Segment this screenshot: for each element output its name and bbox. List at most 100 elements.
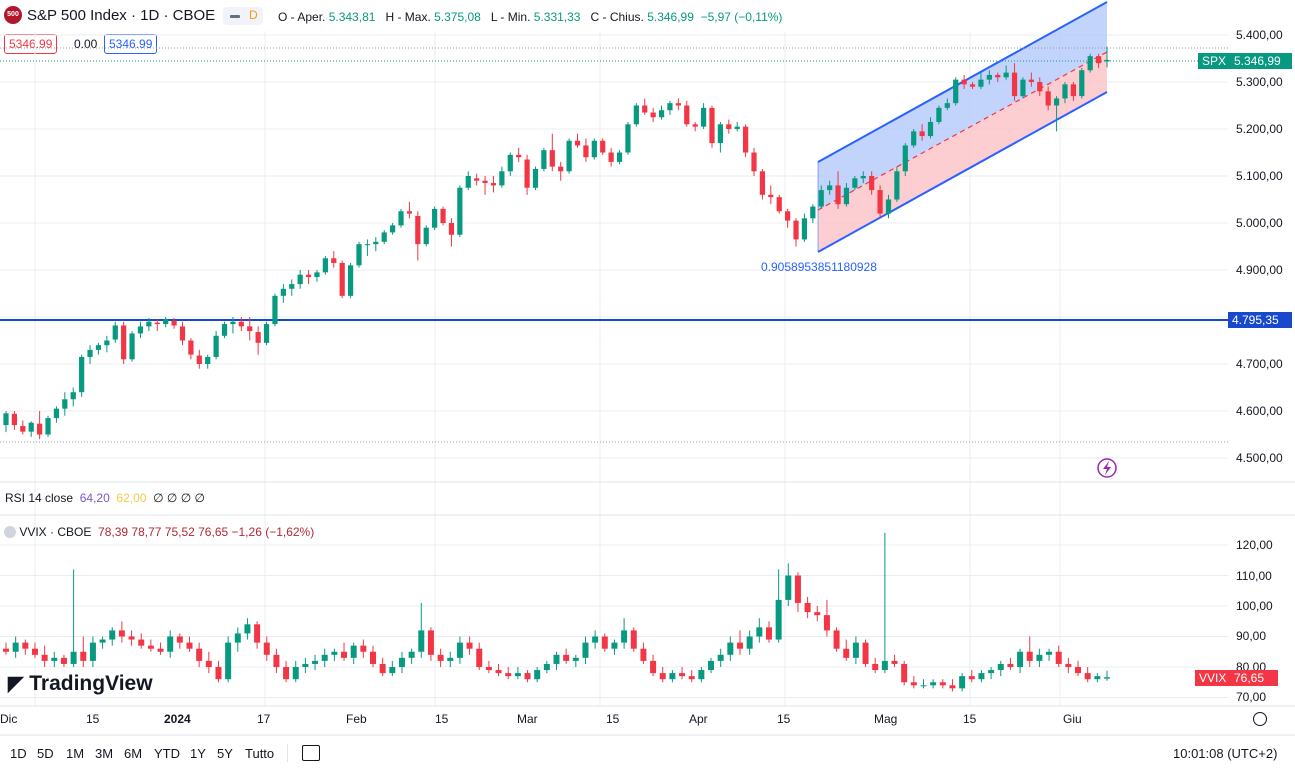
time-label: 17 (257, 712, 271, 726)
vvix-candle (1007, 663, 1014, 667)
high-label: H - Max. (385, 10, 431, 24)
settings-gear-icon[interactable] (1253, 712, 1267, 726)
lightning-icon[interactable] (1097, 458, 1117, 478)
price-axis[interactable]: 5.400,00 5.300,00 5.200,00 5.100,00 5.00… (1232, 0, 1295, 482)
date-range-calendar-icon[interactable] (302, 745, 320, 761)
vvix-candle (621, 630, 628, 643)
price-candle (347, 265, 354, 296)
channel-upper-fill (818, 2, 1107, 210)
vvix-candle (592, 636, 599, 643)
price-candle (146, 321, 152, 327)
vvix-candle (737, 642, 743, 649)
range-1m[interactable]: 1M (66, 746, 85, 761)
vvix-last-tag: 76,65 (1230, 670, 1278, 686)
vvix-candle (118, 630, 125, 637)
vvix-candle (408, 651, 415, 658)
symbol-tag: SPX (1198, 53, 1231, 69)
price-candle (574, 140, 581, 146)
price-candle (314, 272, 320, 278)
price-candle (818, 190, 824, 207)
price-candle (860, 176, 866, 179)
price-candle (684, 105, 690, 125)
symbol-title[interactable]: S&P 500 Index · 1D · CBOE (27, 7, 216, 24)
vvix-candle (331, 651, 338, 655)
price-candle (179, 326, 186, 341)
vvix-candle (1104, 677, 1110, 679)
time-label: 2024 (164, 712, 191, 726)
price-candle (709, 107, 715, 144)
price-candle (37, 423, 43, 435)
price-candle (1037, 82, 1043, 92)
price-candle (95, 345, 102, 350)
price-candle (213, 335, 219, 357)
tradingview-watermark[interactable]: ◤ TradingView (8, 671, 153, 696)
price-candle (835, 185, 841, 205)
time-label: Giu (1063, 712, 1082, 726)
price-candle (272, 295, 278, 325)
time-axis[interactable]: Dic 15 2024 17 Feb 15 Mar 15 Apr 15 Mag … (0, 706, 1295, 734)
price-candle (79, 356, 85, 393)
price-candle (390, 225, 396, 233)
vvix-candle (1055, 651, 1062, 664)
price-candle (406, 211, 413, 214)
vvix-candle (205, 660, 212, 667)
range-5d[interactable]: 5D (37, 746, 54, 761)
vvix-candle (215, 667, 222, 680)
range-1y[interactable]: 1Y (190, 746, 206, 761)
vvix-candle (910, 682, 917, 686)
price-candle (263, 324, 270, 343)
price-candle (1070, 84, 1076, 97)
time-label: 15 (963, 712, 977, 726)
last-price-tag: 5.346,99 (1230, 53, 1292, 69)
eye-icon (230, 15, 240, 18)
vvix-candle (234, 633, 241, 643)
price-candle (810, 206, 816, 219)
channel-lower-line (817, 91, 1108, 253)
price-candle (137, 326, 144, 334)
vvix-candle (283, 667, 290, 680)
toolbar-divider (287, 744, 288, 762)
range-all[interactable]: Tutto (245, 746, 275, 761)
price-tick: 4.900,00 (1236, 263, 1283, 277)
price-candle (541, 150, 547, 169)
vvix-candle (814, 612, 821, 616)
watermark-text: TradingView (29, 672, 153, 695)
range-6m[interactable]: 6M (124, 746, 143, 761)
vvix-tick: 100,00 (1236, 599, 1273, 613)
vvix-candle (176, 636, 183, 643)
range-1d[interactable]: 1D (10, 746, 27, 761)
range-3m[interactable]: 3M (95, 746, 114, 761)
vvix-candle (22, 642, 29, 649)
rsi-legend[interactable]: RSI 14 close 64,20 62,00 ∅ ∅ ∅ ∅ (5, 491, 205, 505)
price-candle (70, 392, 76, 400)
vvix-candle (804, 602, 811, 613)
price-candle (801, 218, 808, 240)
vvix-candle (196, 648, 203, 661)
range-5y[interactable]: 5Y (217, 746, 233, 761)
price-tick: 5.100,00 (1236, 169, 1283, 183)
price-tick: 5.300,00 (1236, 75, 1283, 89)
open-label: O - Aper. (278, 10, 326, 24)
vvix-tick: 110,00 (1236, 569, 1272, 583)
clock-timezone[interactable]: 10:01:08 (UTC+2) (1173, 746, 1278, 761)
hline-price-tag[interactable]: 4.795,35 (1228, 312, 1292, 328)
vvix-legend[interactable]: VVIX · CBOE 78,39 78,77 75,52 76,65 −1,2… (4, 525, 314, 539)
price-candle (1020, 79, 1026, 97)
vvix-candle (611, 642, 618, 649)
range-ytd[interactable]: YTD (154, 746, 180, 761)
vvix-candle (31, 648, 38, 655)
interval-badge: D (249, 8, 258, 22)
price-candle (768, 194, 774, 198)
vvix-candle (427, 630, 434, 655)
price-candle (305, 274, 312, 278)
regression-channel[interactable] (817, 1, 1108, 253)
vvix-candle (794, 575, 801, 603)
visibility-toggle[interactable]: D (223, 7, 263, 25)
vvix-candle (534, 670, 541, 680)
low-label: L - Min. (490, 10, 531, 24)
price-candle (490, 183, 497, 186)
price-candle (827, 185, 833, 191)
vvix-candle (505, 673, 512, 677)
price-candle (28, 422, 34, 432)
